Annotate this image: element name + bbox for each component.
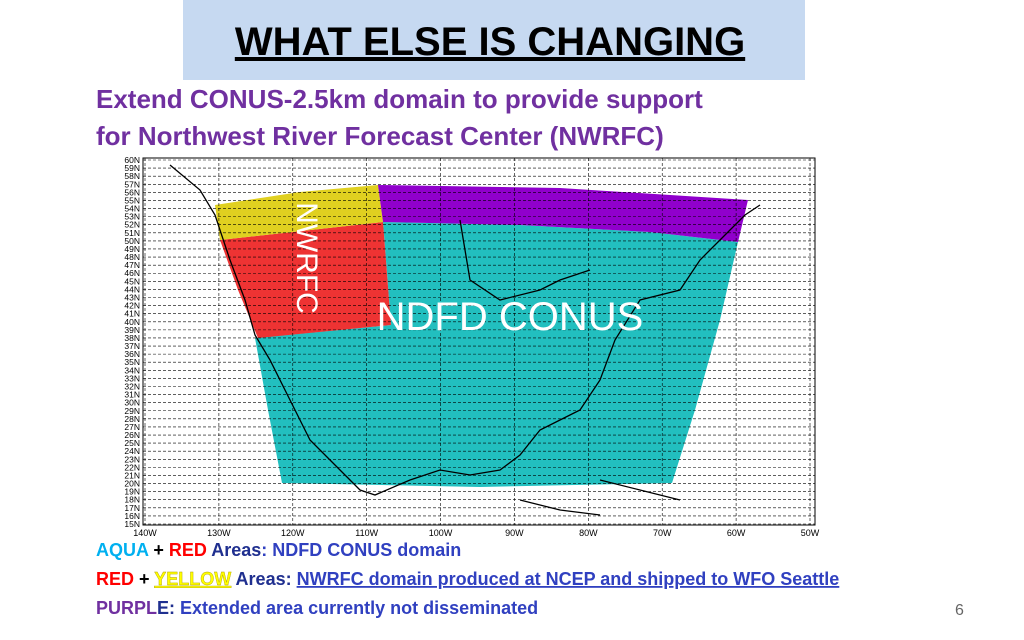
note-segment: + xyxy=(134,569,154,589)
lat-label: 49N xyxy=(124,244,140,254)
map: 15N16N17N18N19N20N21N22N23N24N25N26N27N2… xyxy=(124,155,819,538)
lat-label: 30N xyxy=(124,398,140,408)
lat-label: 55N xyxy=(124,195,140,205)
lat-label: 59N xyxy=(124,163,140,173)
lat-label: 50N xyxy=(124,236,140,246)
lon-label: 120W xyxy=(281,528,305,538)
region-label: NWRFC xyxy=(290,202,323,314)
lat-label: 16N xyxy=(124,511,140,521)
note-segment: : NDFD CONUS domain xyxy=(261,540,461,560)
lat-label: 33N xyxy=(124,373,140,383)
note-line: AQUA + RED Areas: NDFD CONUS domain xyxy=(96,540,461,560)
lat-label: 44N xyxy=(124,284,140,294)
lat-label: 46N xyxy=(124,268,140,278)
note-segment: NWRFC domain produced at NCEP and shippe… xyxy=(297,569,840,589)
note-line: RED + YELLOW Areas: NWRFC domain produce… xyxy=(96,569,839,589)
title: WHAT ELSE IS CHANGING xyxy=(235,20,745,64)
lat-label: 60N xyxy=(124,155,140,165)
lat-label: 28N xyxy=(124,414,140,424)
purple-region xyxy=(378,185,748,242)
lat-label: 47N xyxy=(124,260,140,270)
lon-label: 100W xyxy=(429,528,453,538)
lat-label: 58N xyxy=(124,171,140,181)
lat-label: 41N xyxy=(124,309,140,319)
lon-label: 60W xyxy=(727,528,746,538)
lat-label: 56N xyxy=(124,187,140,197)
lon-label: 80W xyxy=(579,528,598,538)
note-segment: YELLOW xyxy=(154,569,231,589)
lat-label: 29N xyxy=(124,406,140,416)
lat-label: 42N xyxy=(124,301,140,311)
lat-label: 26N xyxy=(124,430,140,440)
lat-label: 39N xyxy=(124,325,140,335)
lat-label: 22N xyxy=(124,462,140,472)
lon-label: 90W xyxy=(505,528,524,538)
lat-label: 24N xyxy=(124,446,140,456)
lon-label: 50W xyxy=(801,528,820,538)
lat-label: 27N xyxy=(124,422,140,432)
note-segment: PURPL xyxy=(96,598,157,618)
lat-label: 52N xyxy=(124,220,140,230)
lat-label: 19N xyxy=(124,487,140,497)
lon-label: 70W xyxy=(653,528,672,538)
lat-label: 32N xyxy=(124,381,140,391)
lat-label: 35N xyxy=(124,357,140,367)
lon-label: 130W xyxy=(207,528,231,538)
lat-label: 53N xyxy=(124,212,140,222)
subtitle: for Northwest River Forecast Center (NWR… xyxy=(96,121,664,151)
lat-label: 51N xyxy=(124,228,140,238)
lat-label: 18N xyxy=(124,495,140,505)
lat-label: 45N xyxy=(124,276,140,286)
lat-label: 38N xyxy=(124,333,140,343)
page-number: 6 xyxy=(955,602,964,619)
lon-label: 140W xyxy=(133,528,157,538)
note-segment: + xyxy=(148,540,169,560)
lat-label: 25N xyxy=(124,438,140,448)
lat-label: 40N xyxy=(124,317,140,327)
region-label: NDFD CONUS xyxy=(377,295,644,339)
note-segment: RED xyxy=(96,569,134,589)
nwrfc-extra-region xyxy=(215,185,383,240)
lat-label: 36N xyxy=(124,349,140,359)
note-line: PURPLE: Extended area currently not diss… xyxy=(96,598,538,618)
lat-label: 20N xyxy=(124,479,140,489)
nwrfc-region xyxy=(220,222,391,338)
lat-label: 23N xyxy=(124,454,140,464)
lat-label: 21N xyxy=(124,470,140,480)
note-segment: AQUA xyxy=(96,540,149,560)
lat-label: 43N xyxy=(124,293,140,303)
lat-label: 31N xyxy=(124,390,140,400)
lat-label: 37N xyxy=(124,341,140,351)
coastline xyxy=(169,164,761,516)
title-box xyxy=(183,0,805,80)
note-segment: Areas: xyxy=(231,569,296,589)
note-segment: RED xyxy=(169,540,207,560)
conus-region xyxy=(255,222,738,487)
note-segment: Extended area currently not disseminated xyxy=(180,598,538,618)
lat-label: 15N xyxy=(124,519,140,529)
subtitle: Extend CONUS-2.5km domain to provide sup… xyxy=(96,84,703,114)
note-segment: Areas xyxy=(207,540,261,560)
lat-label: 57N xyxy=(124,179,140,189)
lat-label: 54N xyxy=(124,204,140,214)
lat-label: 48N xyxy=(124,252,140,262)
lon-label: 110W xyxy=(355,528,378,538)
note-segment: E: xyxy=(157,598,180,618)
lat-label: 17N xyxy=(124,503,140,513)
lat-label: 34N xyxy=(124,365,140,375)
